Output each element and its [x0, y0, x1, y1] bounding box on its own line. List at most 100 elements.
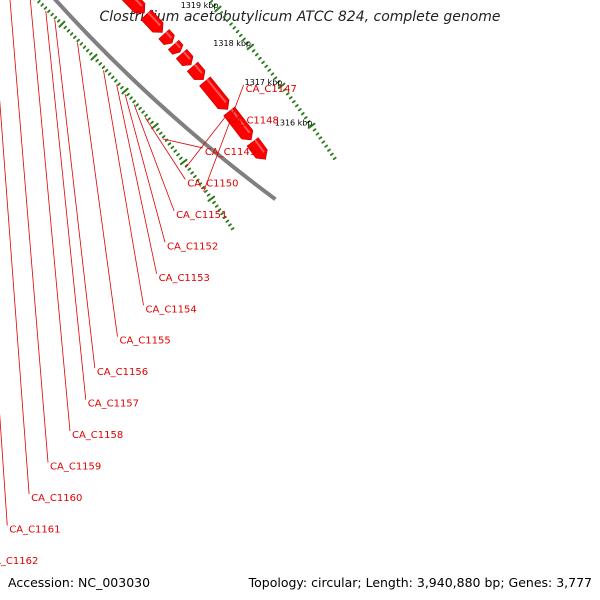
- gene-label[interactable]: CA_C1151: [176, 210, 227, 221]
- gene-label[interactable]: CA_C1153: [159, 273, 210, 284]
- outer-tick-dot: [282, 88, 287, 92]
- inner-tick-dot: [187, 167, 192, 171]
- inner-tick-dot: [104, 68, 109, 73]
- gene-label-leader: [0, 99, 30, 495]
- gene-arrow-highlight: [175, 42, 181, 49]
- gene-label-leader: [116, 84, 158, 274]
- inner-tick-dot: [37, 0, 41, 4]
- inner-tick-dot: [150, 120, 154, 125]
- gene-label-leader: [29, 0, 71, 432]
- gene-label[interactable]: CA_C1161: [9, 525, 60, 536]
- gene-arrow[interactable]: [199, 76, 230, 110]
- inner-tick-ring: [34, 0, 235, 231]
- inner-tick-dot: [53, 15, 58, 20]
- inner-tick-dot: [73, 35, 77, 39]
- gene-arrow[interactable]: [186, 61, 206, 80]
- gene-label[interactable]: CA_C1148: [228, 115, 279, 126]
- gene-label-leader: [54, 19, 96, 369]
- inner-tick-dot: [141, 110, 145, 114]
- outer-tick-dot: [209, 0, 214, 4]
- outer-tick-dot: [238, 33, 243, 38]
- inner-tick-dot: [121, 87, 129, 95]
- outer-tick-dot: [258, 56, 262, 61]
- outer-tick-dot: [214, 5, 222, 13]
- gene-arrow-highlight: [254, 139, 265, 153]
- inner-tick-dot: [198, 182, 203, 186]
- genome-backbone: [53, 0, 277, 201]
- outer-tick-dot: [219, 11, 224, 15]
- inner-tick-dot: [114, 79, 118, 83]
- map-title: Clostridium acetobutylicum ATCC 824, com…: [99, 9, 501, 25]
- inner-tick-dot: [126, 92, 130, 97]
- inner-tick-dot: [40, 3, 44, 7]
- gene-label[interactable]: CA_C1158: [72, 430, 123, 441]
- outer-tick-dot: [324, 144, 329, 148]
- kbp-tick-label: 1319 kbp: [181, 1, 219, 10]
- gene-arrow-highlight: [147, 11, 161, 27]
- inner-tick-dot: [76, 38, 80, 43]
- gene-label-leader: [77, 42, 118, 337]
- gene-arrow[interactable]: [175, 48, 194, 66]
- inner-tick-dot: [195, 178, 200, 182]
- gene-arrow-highlight: [206, 78, 227, 104]
- gene-arrow[interactable]: [223, 106, 254, 141]
- inner-tick-dot: [79, 42, 84, 46]
- inner-tick-dot: [43, 6, 48, 10]
- inner-tick-dot: [95, 58, 99, 63]
- outer-tick-dot: [303, 116, 308, 120]
- outer-tick-dot: [288, 96, 293, 100]
- inner-tick-dot: [220, 212, 224, 216]
- inner-tick-dot: [212, 200, 216, 205]
- gene-label-leader: [45, 11, 87, 400]
- gene-arrow[interactable]: [246, 137, 268, 160]
- gene-label[interactable]: CA_C1156: [97, 367, 148, 378]
- inner-tick-dot: [167, 142, 172, 146]
- inner-tick-dot: [201, 185, 206, 190]
- gene-label[interactable]: CA_C1152: [167, 241, 218, 252]
- gene-arrow[interactable]: [158, 29, 175, 45]
- outer-tick-dot: [267, 68, 272, 72]
- gene-label[interactable]: CA_C1147: [246, 84, 297, 95]
- kbp-tick-label: 1316 kbp: [275, 118, 313, 127]
- gene-label-leader: [133, 104, 175, 212]
- gene-arrow[interactable]: [140, 9, 164, 33]
- gene-arrow[interactable]: [167, 39, 184, 55]
- gene-label[interactable]: CA_C1155: [119, 336, 170, 347]
- inner-tick-dot: [228, 223, 232, 227]
- gene-labels: CA_C1147 CA_C1148 CA_C1149 CA_C1150 CA_C1151…: [0, 0, 297, 567]
- inner-tick-dot: [120, 85, 124, 90]
- inner-tick-dot: [193, 174, 197, 179]
- inner-tick-dot: [217, 208, 222, 212]
- inner-tick-dot: [204, 189, 208, 193]
- inner-tick-dot: [173, 149, 178, 153]
- inner-tick-dot: [184, 163, 189, 168]
- gene-arrow-highlight: [230, 108, 251, 134]
- inner-tick-dot: [98, 62, 103, 66]
- outer-tick-dot: [291, 100, 296, 104]
- inner-tick-dot: [144, 113, 148, 118]
- inner-tick-dot: [135, 103, 139, 107]
- gene-label[interactable]: CA_C1149: [205, 147, 256, 158]
- gene-label[interactable]: CA_C1154: [146, 304, 197, 315]
- outer-tick-dot: [329, 152, 334, 156]
- gene-label[interactable]: CA_C1160: [31, 493, 82, 504]
- inner-tick-dot: [230, 227, 235, 231]
- inner-tick-dot: [158, 131, 163, 135]
- inner-tick-dot: [147, 117, 151, 121]
- inner-tick-dot: [179, 158, 188, 166]
- gene-label[interactable]: CA_C1150: [187, 178, 238, 189]
- inner-tick-dot: [110, 75, 115, 80]
- outer-tick-dot: [294, 104, 299, 108]
- gene-label[interactable]: CA_C1162: [0, 556, 38, 567]
- gene-label-leader: [0, 413, 8, 526]
- inner-tick-dot: [179, 156, 183, 160]
- outer-tick-dot: [254, 52, 259, 57]
- inner-tick-dot: [156, 127, 160, 132]
- gene-label[interactable]: CA_C1159: [50, 462, 101, 473]
- outer-tick-dot: [318, 136, 323, 140]
- inner-tick-dot: [222, 215, 227, 220]
- outer-tick-dot: [315, 132, 320, 136]
- gene-label[interactable]: CA_C1157: [88, 399, 139, 410]
